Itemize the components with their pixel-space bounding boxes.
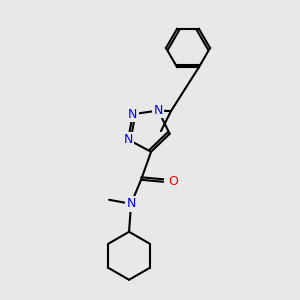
Text: N: N [126,197,136,210]
Text: N: N [124,133,133,146]
Text: N: N [128,108,137,121]
Text: N: N [154,104,163,117]
Text: O: O [168,175,178,188]
